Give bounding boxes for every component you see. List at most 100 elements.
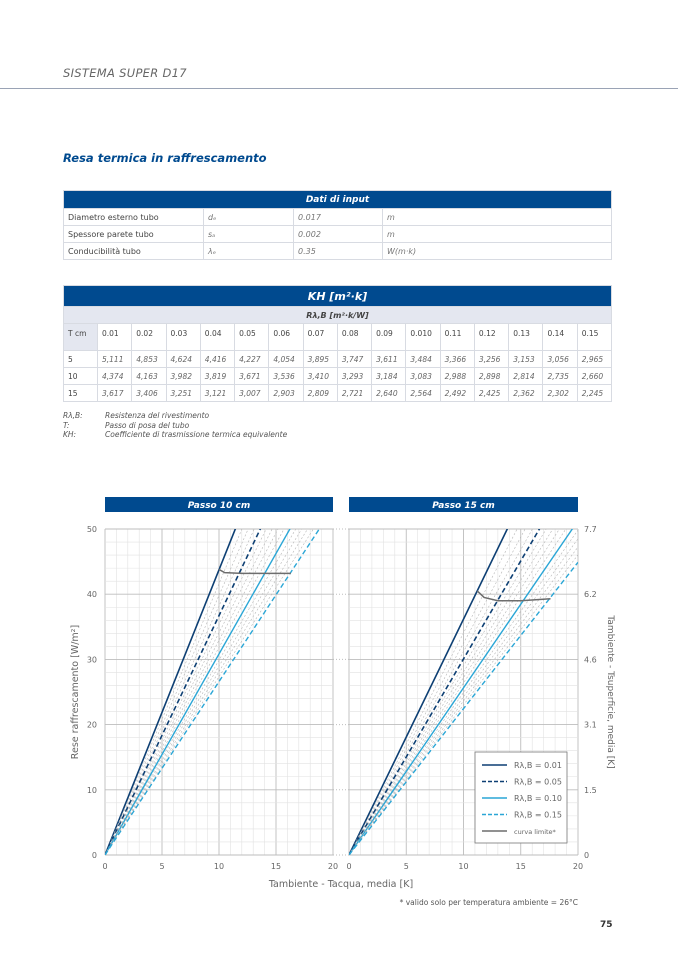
input-row: Conducibilità tubo λₑ 0.35 W(m·k) xyxy=(63,242,612,260)
x-tick-label: 5 xyxy=(159,862,164,871)
series-line-r005 xyxy=(105,529,262,855)
table-cell: 3,406 xyxy=(131,384,167,402)
table-cell: 3,617 xyxy=(96,384,133,402)
column-header: 0.04 xyxy=(199,323,236,351)
series-line-thin xyxy=(349,554,578,855)
series-line-r005 xyxy=(349,529,541,855)
legend xyxy=(474,751,568,844)
x-tick-label: 10 xyxy=(214,862,224,871)
series-line-thin xyxy=(105,529,273,855)
x-tick-label: 15 xyxy=(516,862,526,871)
panel-passo-10: Passo 10 cm xyxy=(104,497,334,856)
series-group xyxy=(349,529,578,855)
note-text: Resistenza del rivestimento xyxy=(105,411,210,420)
series-line-r010 xyxy=(105,529,291,855)
series-line-thin xyxy=(349,538,578,855)
table-cell: 2,362 xyxy=(508,384,544,402)
section-header: SISTEMA SUPER D17 xyxy=(63,66,187,80)
series-line-thin xyxy=(105,529,303,855)
panel-title: Passo 10 cm xyxy=(188,501,251,511)
input-table: Dati di input Diametro esterno tubo dₑ 0.0… xyxy=(63,190,612,260)
x-tick-label: 15 xyxy=(271,862,281,871)
y-tick-label: 10 xyxy=(87,786,97,795)
series-line-r001 xyxy=(349,529,509,855)
x-tick-label: 0 xyxy=(346,862,351,871)
table-cell: 2,721 xyxy=(336,384,373,402)
series-line-thin xyxy=(349,529,518,855)
series-line-thin xyxy=(349,529,547,855)
series-line-thin xyxy=(105,529,314,855)
y-tick-label: 20 xyxy=(87,721,97,730)
y2-axis-label: Tambiente - Tsuperficie, media [K] xyxy=(605,614,615,768)
legend-label: Rλ,B = 0.05 xyxy=(514,778,562,787)
y2-tick-label: 7.7 xyxy=(584,525,597,534)
note-text: Coefficiente di trasmissione termica equ… xyxy=(105,430,288,439)
table-row: 15 3,617 3,406 3,251 3,121 3,007 2,903 2,809 2,7… xyxy=(63,384,613,402)
footnote: * valido solo per temperatura ambiente =… xyxy=(400,898,578,907)
series-group xyxy=(105,529,321,855)
panel-title-bar xyxy=(349,497,578,512)
limit-curve xyxy=(218,568,291,575)
y2-tick-label: 1.5 xyxy=(584,786,597,795)
series-line-thin xyxy=(105,529,279,855)
header-divider xyxy=(0,88,678,89)
y2-tick-label: 4.6 xyxy=(584,655,597,664)
page-number: 75 xyxy=(600,920,613,930)
legend-label: curva limite* xyxy=(514,828,557,836)
limit-curve xyxy=(476,590,551,602)
y-axis-label: Rese raffrescamento [W/m²] xyxy=(70,625,81,759)
column-header: 0.13 xyxy=(508,323,544,351)
table-cell: 2,564 xyxy=(405,384,441,402)
series-line-thin xyxy=(105,529,285,855)
input-label: Conducibilità tubo xyxy=(63,242,204,260)
input-unit: W(m·k) xyxy=(382,242,612,260)
note-key: Rλ,B: xyxy=(63,411,83,420)
column-header: 0.010 xyxy=(405,323,441,351)
y2-tick-label: 0 xyxy=(584,851,589,860)
y-tick-label: 50 xyxy=(87,525,97,534)
kh-table-subtitle: Rλ,B [m²·k/W] xyxy=(63,306,612,324)
table-row: 10 4,374 4,163 3,982 3,819 3,671 3,536 3,410 3,2… xyxy=(63,367,613,385)
note-text: Passo di posa del tubo xyxy=(105,420,190,430)
y-tick-label: 0 xyxy=(92,851,97,860)
kh-table-title: KH [m²·k] xyxy=(63,285,612,307)
note: Rλ,B: Resistenza del rivestimento xyxy=(63,411,287,421)
note: KH: Coefficiente di trasmissione termica … xyxy=(63,430,287,440)
corner-cell: T cm xyxy=(63,323,98,351)
series-line-thin xyxy=(349,529,533,855)
x-tick-label: 5 xyxy=(404,862,409,871)
kh-table: KH [m²·k] Rλ,B [m²·k/W] T cm 0.01 0.02 0.03… xyxy=(63,285,613,402)
table-cell: 2,640 xyxy=(371,384,407,402)
series-line-thin xyxy=(105,529,255,855)
table-cell: 3,251 xyxy=(165,384,201,402)
y-tick-label: 40 xyxy=(87,590,97,599)
note-key: T: xyxy=(63,420,70,430)
series-line-r015 xyxy=(349,561,578,855)
series-line-thin xyxy=(105,529,297,855)
page-title: Resa termica in raffrescamento xyxy=(63,151,267,165)
table-cell: 3,121 xyxy=(199,384,236,402)
series-line-thin xyxy=(349,529,567,855)
y2-tick-label: 3.1 xyxy=(584,721,597,730)
x-axis-label: Tambiente - Tacqua, media [K] xyxy=(268,879,413,890)
notes: Rλ,B: Resistenza del rivestimento T: Passo … xyxy=(63,411,287,440)
legend-label: Rλ,B = 0.10 xyxy=(514,794,562,803)
y2-tick-label: 6.2 xyxy=(584,590,597,599)
series-line-r015 xyxy=(105,529,321,855)
legend-label: Rλ,B = 0.15 xyxy=(514,811,562,820)
y-tick-label: 30 xyxy=(87,655,97,664)
x-tick-label: 10 xyxy=(458,862,468,871)
table-cell: 2,245 xyxy=(576,384,613,402)
panel-title-bar xyxy=(105,497,333,512)
legend-label: Rλ,B = 0.01 xyxy=(514,761,562,770)
column-header: 0.08 xyxy=(336,323,373,351)
column-header: 0.09 xyxy=(371,323,407,351)
x-tick-label: 0 xyxy=(102,862,107,871)
panel-title: Passo 15 cm xyxy=(432,501,495,511)
series-line-r010 xyxy=(349,529,574,855)
table-cell: 3,007 xyxy=(234,384,270,402)
input-row: Diametro esterno tubo dₑ 0.017 m xyxy=(63,208,612,226)
input-value: 0.35 xyxy=(293,242,383,260)
series-line-thin xyxy=(105,529,308,855)
